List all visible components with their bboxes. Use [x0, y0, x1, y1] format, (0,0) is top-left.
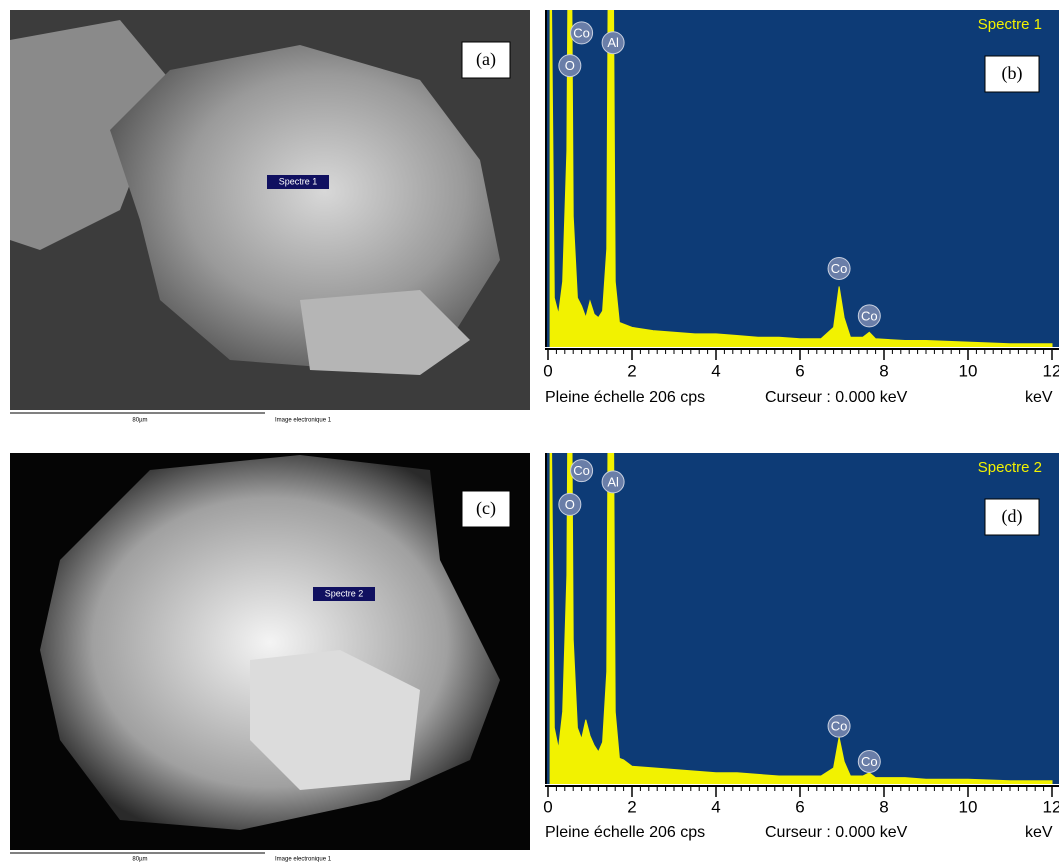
element-label: Co [573, 25, 590, 40]
x-tick-label: 4 [711, 797, 720, 816]
spot-label: Spectre 1 [279, 176, 318, 186]
x-tick-label: 12 [1043, 361, 1059, 380]
spectrum-chart: 0 2 4 6 8 10 12 Spectre 1 (b) Pleine échelle 206 … [543, 0, 1059, 406]
panel-label: (b) [1002, 63, 1023, 84]
x-tick-label: 0 [543, 797, 552, 816]
figure: Spectre 1 (a) 80µm Image electronique 1 … [0, 0, 1059, 863]
spectrum-title: Spectre 2 [978, 459, 1042, 476]
x-tick-label: 0 [543, 361, 552, 380]
element-label: Al [607, 35, 619, 50]
crystal [40, 455, 500, 830]
x-tick-label: 2 [627, 361, 636, 380]
cursor-readout: Curseur : 0.000 keV [765, 824, 908, 841]
x-tick-label: 6 [795, 361, 804, 380]
image-caption: Image electronique 1 [275, 857, 332, 863]
element-label: O [565, 58, 575, 73]
panel-label: (c) [476, 498, 496, 519]
x-tick-label: 4 [711, 361, 720, 380]
full-scale: Pleine échelle 206 cps [545, 824, 705, 841]
element-label: Co [861, 308, 878, 323]
element-label: Co [831, 261, 848, 276]
cursor-readout: Curseur : 0.000 keV [765, 389, 908, 406]
element-label: Al [607, 474, 619, 489]
spot-label: Spectre 2 [325, 588, 364, 598]
full-scale: Pleine échelle 206 cps [545, 389, 705, 406]
plot-background [545, 453, 1059, 784]
x-axis-unit: keV [1025, 824, 1053, 841]
x-tick-label: 6 [795, 797, 804, 816]
x-tick-label: 8 [879, 797, 888, 816]
element-label: Co [861, 754, 878, 769]
element-label: O [565, 497, 575, 512]
sem-image-c: Spectre 2 (c) 80µm Image electronique 1 [10, 453, 530, 863]
sem-image-a: Spectre 1 (a) 80µm Image electronique 1 [10, 10, 530, 424]
x-tick-label: 10 [959, 797, 978, 816]
panel-label: (d) [1002, 506, 1023, 527]
element-label: Co [831, 719, 848, 734]
x-tick-label: 12 [1043, 797, 1059, 816]
plot-background [545, 10, 1059, 347]
scale-bar-label: 80µm [132, 857, 147, 863]
x-tick-label: 8 [879, 361, 888, 380]
element-label: Co [573, 463, 590, 478]
spectrum-title: Spectre 1 [978, 16, 1042, 33]
panel-label: (a) [476, 49, 496, 70]
x-tick-label: 2 [627, 797, 636, 816]
scale-bar-label: 80µm [132, 418, 147, 424]
x-axis-unit: keV [1025, 389, 1053, 406]
image-caption: Image electronique 1 [275, 418, 332, 424]
x-tick-label: 10 [959, 361, 978, 380]
